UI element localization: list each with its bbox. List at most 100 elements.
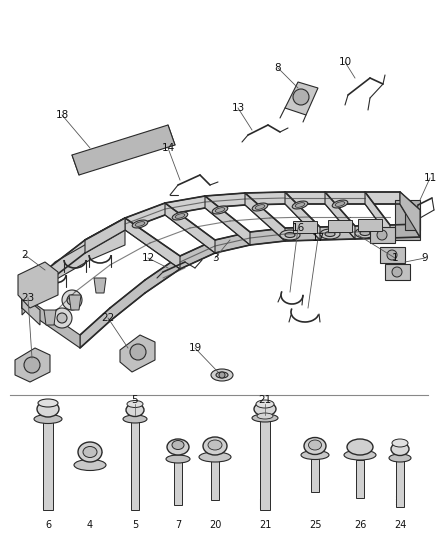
Ellipse shape — [172, 440, 184, 449]
Ellipse shape — [295, 203, 305, 207]
Text: 22: 22 — [101, 313, 115, 323]
Ellipse shape — [392, 439, 408, 447]
Ellipse shape — [355, 228, 375, 238]
Polygon shape — [358, 219, 382, 231]
Polygon shape — [18, 262, 58, 308]
Polygon shape — [328, 220, 352, 232]
Polygon shape — [15, 348, 50, 382]
Ellipse shape — [389, 454, 411, 462]
Circle shape — [387, 250, 397, 260]
Ellipse shape — [211, 369, 233, 381]
Polygon shape — [72, 125, 175, 175]
Ellipse shape — [285, 232, 295, 238]
Polygon shape — [165, 203, 215, 253]
Circle shape — [52, 308, 72, 328]
Ellipse shape — [252, 414, 278, 422]
Ellipse shape — [335, 201, 345, 206]
Polygon shape — [285, 82, 318, 115]
Ellipse shape — [127, 400, 143, 408]
Circle shape — [219, 372, 225, 378]
Ellipse shape — [38, 399, 58, 407]
Polygon shape — [380, 247, 405, 263]
Ellipse shape — [257, 413, 273, 419]
Ellipse shape — [166, 455, 190, 463]
Polygon shape — [94, 278, 106, 293]
Circle shape — [62, 290, 82, 310]
Ellipse shape — [347, 439, 373, 455]
Text: 21: 21 — [258, 395, 272, 405]
Polygon shape — [69, 295, 81, 310]
Ellipse shape — [252, 203, 268, 211]
Polygon shape — [22, 192, 400, 308]
Polygon shape — [325, 192, 355, 239]
Circle shape — [392, 267, 402, 277]
Text: 7: 7 — [175, 520, 181, 530]
Text: 10: 10 — [339, 57, 352, 67]
Ellipse shape — [256, 400, 274, 408]
Bar — [260, 415, 270, 510]
Ellipse shape — [308, 440, 321, 450]
Circle shape — [130, 344, 146, 360]
Polygon shape — [365, 192, 390, 238]
Polygon shape — [370, 227, 395, 243]
Bar — [311, 452, 319, 492]
Text: 11: 11 — [424, 173, 437, 183]
Text: 2: 2 — [22, 250, 28, 260]
Text: 5: 5 — [132, 395, 138, 405]
Polygon shape — [405, 210, 420, 230]
Polygon shape — [293, 221, 317, 233]
Text: 21: 21 — [259, 520, 271, 530]
Ellipse shape — [292, 201, 308, 209]
Ellipse shape — [304, 438, 326, 455]
Text: 18: 18 — [55, 110, 69, 120]
Polygon shape — [22, 295, 80, 348]
Text: 13: 13 — [231, 103, 245, 113]
Text: 14: 14 — [161, 143, 175, 153]
Bar — [131, 415, 139, 510]
Polygon shape — [245, 193, 285, 241]
Text: 3: 3 — [212, 253, 218, 263]
Ellipse shape — [344, 450, 376, 460]
Polygon shape — [22, 228, 125, 315]
Polygon shape — [120, 335, 155, 372]
Circle shape — [30, 277, 46, 293]
Ellipse shape — [208, 440, 222, 450]
Ellipse shape — [301, 450, 329, 459]
Bar — [211, 455, 219, 500]
Text: 19: 19 — [188, 343, 201, 353]
Ellipse shape — [167, 439, 189, 455]
Bar — [356, 460, 364, 498]
Ellipse shape — [135, 222, 145, 227]
Text: 9: 9 — [422, 253, 428, 263]
Text: 8: 8 — [275, 63, 281, 73]
Ellipse shape — [78, 442, 102, 462]
Polygon shape — [85, 218, 125, 253]
Ellipse shape — [123, 415, 147, 423]
Ellipse shape — [212, 206, 228, 214]
Ellipse shape — [254, 402, 276, 416]
Polygon shape — [205, 196, 250, 245]
Ellipse shape — [203, 437, 227, 455]
Bar — [174, 455, 182, 505]
Ellipse shape — [172, 212, 188, 220]
Polygon shape — [395, 200, 420, 240]
Ellipse shape — [132, 220, 148, 228]
Polygon shape — [285, 192, 320, 240]
Text: 16: 16 — [291, 223, 304, 233]
Bar — [43, 415, 53, 510]
Circle shape — [34, 281, 42, 289]
Circle shape — [24, 357, 40, 373]
Text: 12: 12 — [141, 253, 155, 263]
Ellipse shape — [391, 442, 409, 456]
Circle shape — [57, 313, 67, 323]
Ellipse shape — [215, 208, 225, 212]
Text: 5: 5 — [132, 520, 138, 530]
Polygon shape — [125, 218, 180, 269]
Ellipse shape — [255, 205, 265, 209]
Polygon shape — [44, 310, 56, 325]
Ellipse shape — [216, 372, 228, 378]
Text: 17: 17 — [311, 233, 325, 243]
Polygon shape — [385, 264, 410, 280]
Ellipse shape — [325, 231, 335, 237]
Text: 24: 24 — [394, 520, 406, 530]
